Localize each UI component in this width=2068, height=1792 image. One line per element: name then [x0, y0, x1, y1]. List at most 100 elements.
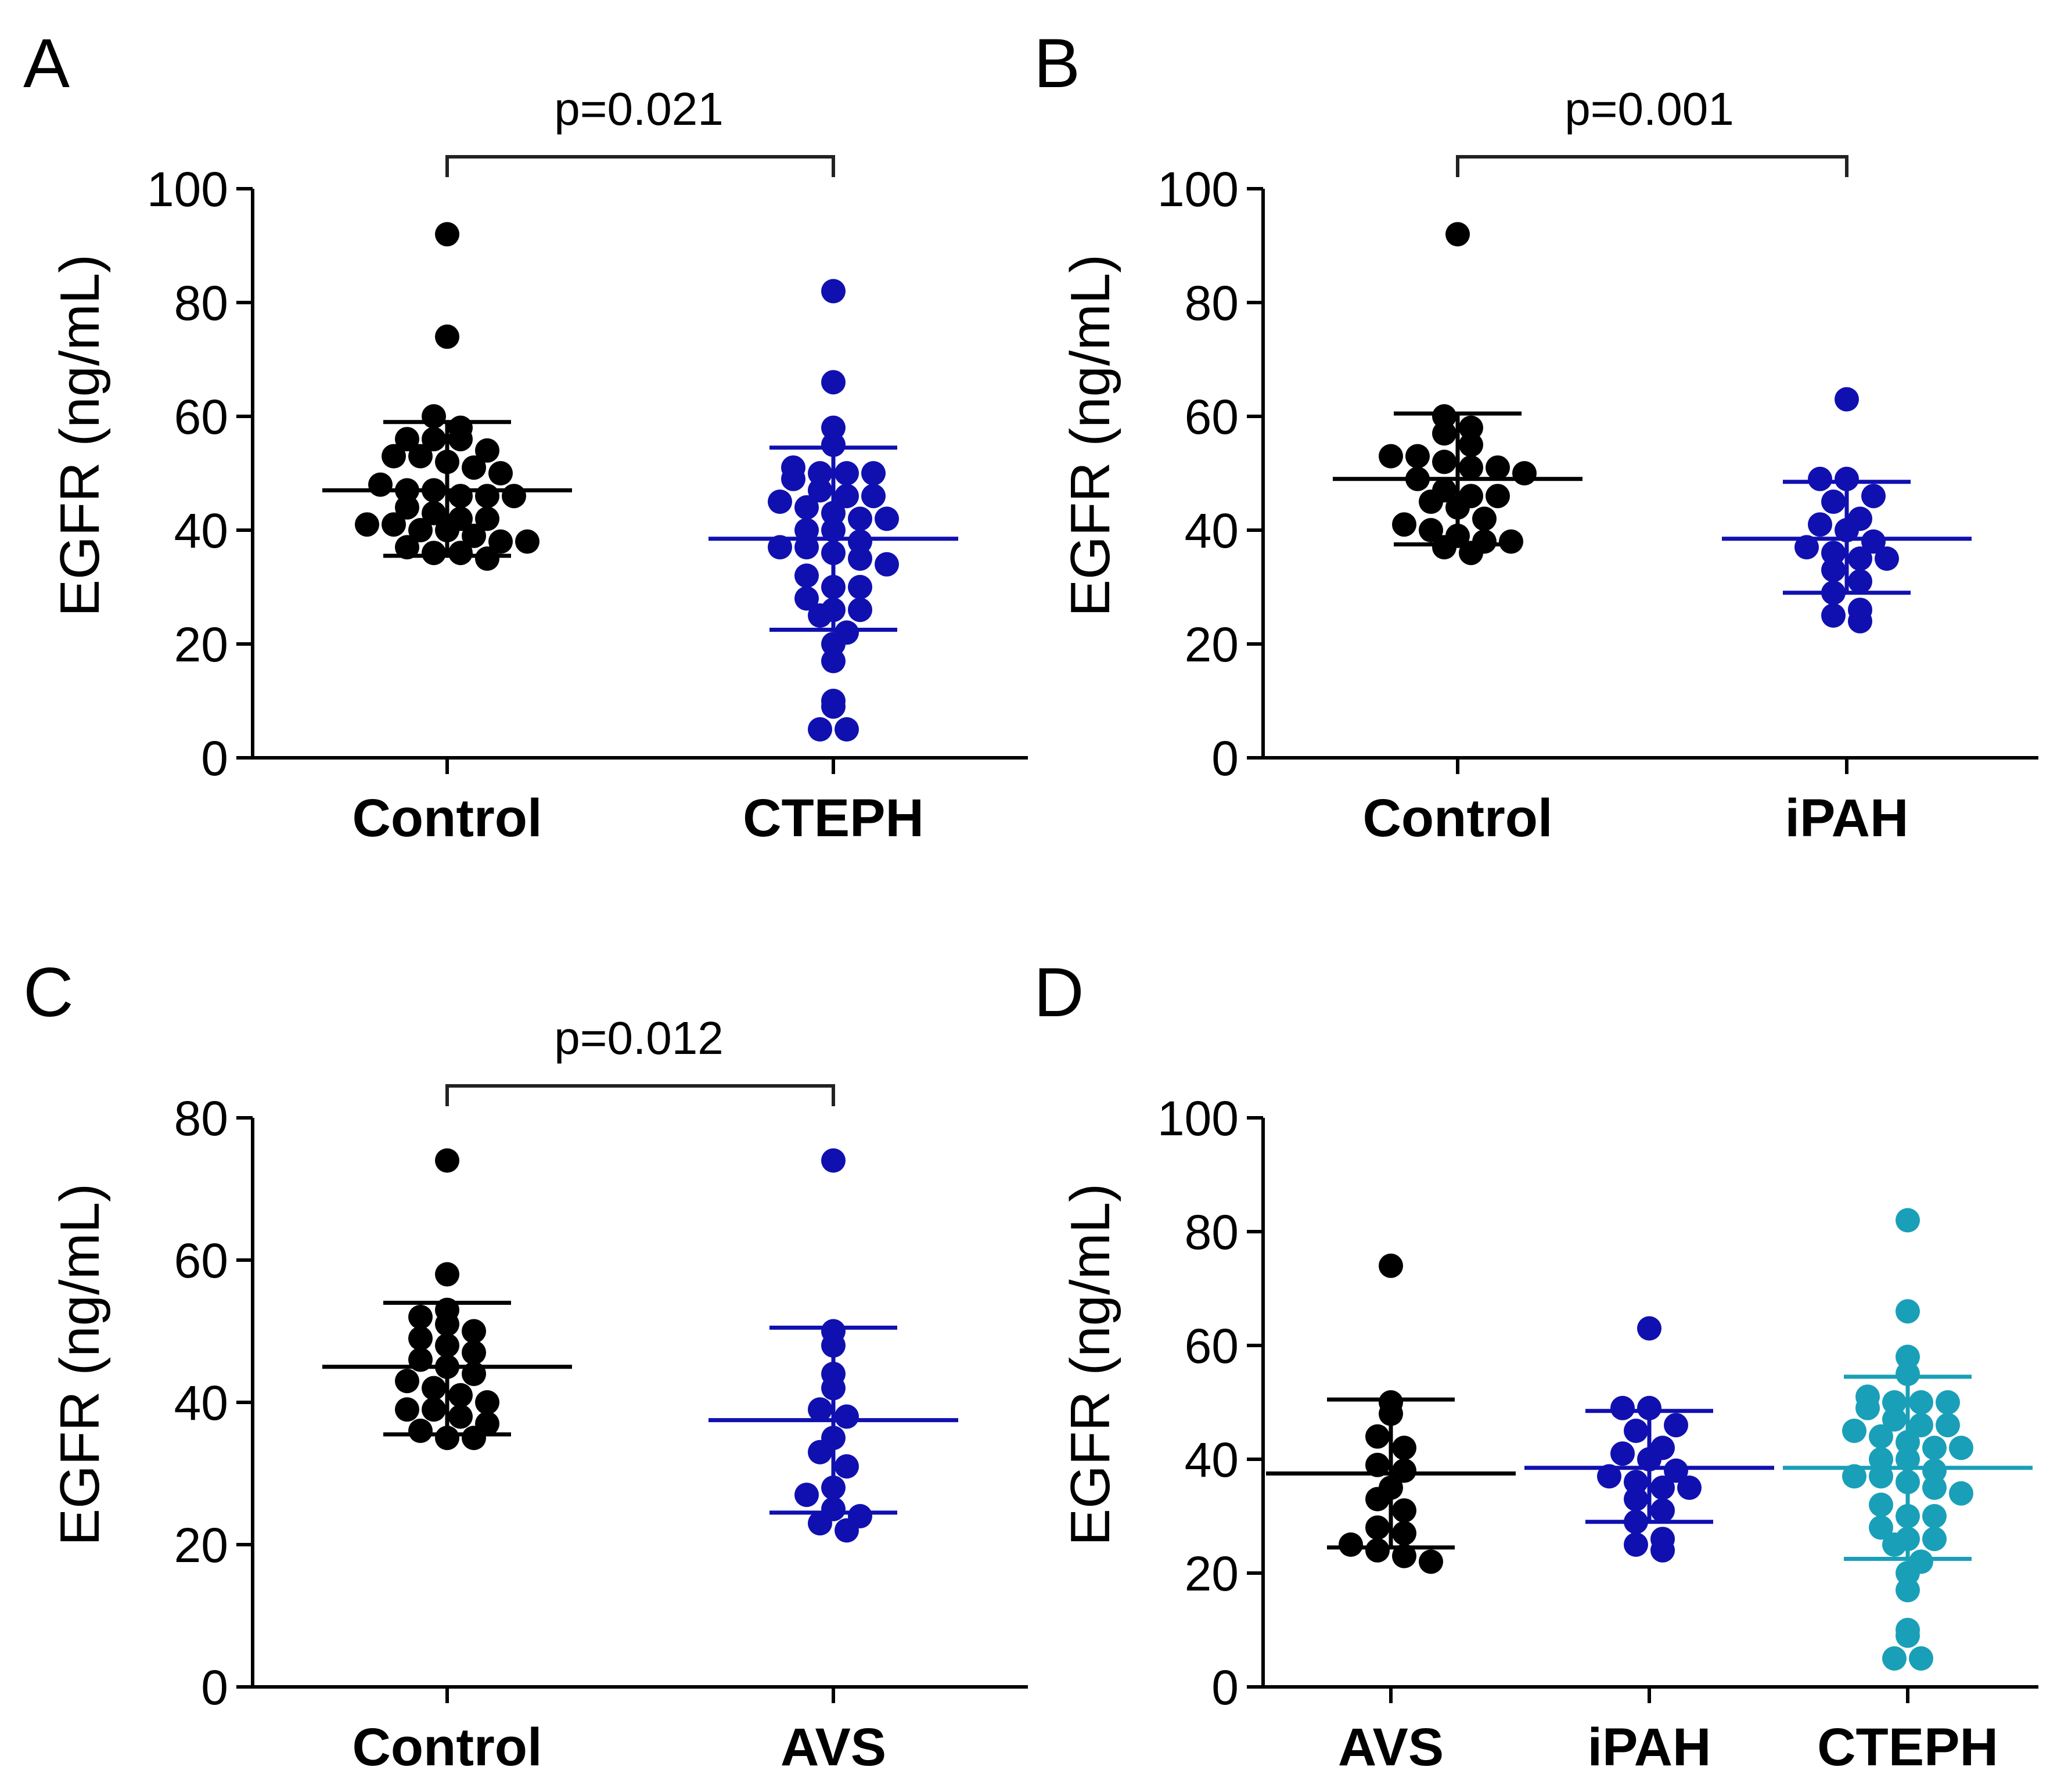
data-point — [475, 1390, 499, 1415]
panel-letter: C — [23, 953, 74, 1031]
data-point — [808, 478, 832, 503]
category-labels: Control CTEPH — [352, 789, 923, 848]
category-labels: Control iPAH — [1362, 789, 1908, 848]
data-point — [1896, 1362, 1920, 1386]
data-point — [1405, 444, 1430, 469]
category-labels: Control AVS — [352, 1718, 886, 1777]
data-point — [861, 461, 886, 485]
data-point — [448, 484, 473, 509]
data-point — [475, 506, 499, 531]
category-label: AVS — [1338, 1718, 1444, 1777]
data-point — [435, 1262, 459, 1287]
data-point — [848, 575, 872, 599]
data-point — [821, 433, 846, 457]
y-tick-label: 100 — [1157, 1091, 1239, 1146]
data-point — [1821, 603, 1846, 628]
panel-b: B EGFR (ng/mL) p=0.001 0 20 40 60 80 100 Cont… — [1034, 24, 2038, 848]
data-point — [462, 1319, 486, 1344]
data-point — [1459, 415, 1483, 440]
data-point — [1624, 1470, 1648, 1495]
data-point — [794, 495, 819, 520]
data-point — [1896, 1299, 1920, 1324]
y-tick-label: 40 — [1185, 1433, 1239, 1487]
data-point — [1392, 1521, 1416, 1546]
data-point — [475, 438, 499, 463]
data-point — [835, 461, 859, 485]
data-point — [1909, 1390, 1933, 1415]
y-tick-label: 0 — [1211, 731, 1239, 786]
data-point — [1922, 1476, 1947, 1500]
data-point — [1808, 512, 1832, 537]
data-point — [1432, 404, 1456, 429]
data-point — [835, 1454, 859, 1479]
data-point — [408, 518, 433, 542]
data-point — [1392, 1435, 1416, 1460]
data-point — [1419, 1549, 1443, 1574]
category-label: Control — [1362, 789, 1552, 848]
data-point — [1597, 1464, 1621, 1489]
y-tick-label: 80 — [1185, 276, 1239, 330]
data-point — [1379, 1253, 1403, 1278]
data-point — [1499, 529, 1523, 554]
panel-a: A EGFR (ng/mL) p=0.021 0 20 40 60 80 100 Cont… — [23, 24, 1028, 848]
data-point — [848, 529, 872, 554]
data-point — [1869, 1464, 1893, 1489]
panel-letter: D — [1034, 953, 1084, 1031]
data-point — [1922, 1527, 1947, 1552]
data-point — [1339, 1532, 1363, 1557]
data-point — [488, 461, 513, 485]
data-point — [1848, 598, 1872, 622]
data-point — [808, 717, 832, 742]
data-point — [435, 1148, 459, 1173]
data-point — [1896, 1618, 1920, 1642]
y-tick-label: 80 — [1185, 1205, 1239, 1260]
significance-bracket — [445, 1084, 835, 1106]
y-tick-label: 80 — [174, 276, 228, 330]
y-tick-label: 0 — [201, 1660, 228, 1715]
data-point — [1909, 1549, 1933, 1574]
data-point — [422, 427, 446, 452]
data-point — [1365, 1538, 1390, 1563]
data-point — [1664, 1413, 1688, 1438]
data-point — [1821, 490, 1846, 514]
y-axis-title: EGFR (ng/mL) — [1059, 254, 1121, 617]
data-point — [821, 370, 846, 395]
data-point — [382, 512, 406, 537]
data-point — [355, 512, 379, 537]
data-point — [462, 455, 486, 480]
data-point — [848, 546, 872, 571]
data-point — [821, 1148, 846, 1173]
data-point — [462, 523, 486, 548]
data-point — [1909, 1413, 1933, 1438]
data-point — [1459, 433, 1483, 457]
data-point — [395, 1369, 419, 1394]
y-axis-title: EGFR (ng/mL) — [49, 1183, 111, 1546]
data-point — [408, 1326, 433, 1351]
category-labels: AVS iPAH CTEPH — [1338, 1718, 1998, 1777]
data-point — [781, 455, 805, 480]
data-point — [1650, 1527, 1675, 1552]
data-point — [422, 541, 446, 566]
data-point — [1842, 1419, 1866, 1443]
y-tick-label: 100 — [147, 162, 228, 217]
data-point — [475, 484, 499, 509]
y-tick-label: 60 — [174, 1233, 228, 1288]
data-point — [1949, 1435, 1973, 1460]
y-tick-label: 20 — [174, 1518, 228, 1573]
data-point — [1861, 484, 1886, 509]
data-point — [1650, 1476, 1675, 1500]
category-label: CTEPH — [743, 789, 924, 848]
data-point — [1650, 1498, 1675, 1523]
data-point — [395, 535, 419, 560]
data-point — [1624, 1487, 1648, 1512]
data-point — [1365, 1424, 1390, 1449]
y-tick-label: 0 — [201, 731, 228, 786]
data-point — [1821, 557, 1846, 582]
y-tick-label: 20 — [1185, 617, 1239, 672]
data-point — [1365, 1515, 1390, 1540]
data-point — [1459, 484, 1483, 509]
data-point — [1610, 1395, 1635, 1420]
data-point — [1896, 1578, 1920, 1603]
data-point — [448, 541, 473, 566]
